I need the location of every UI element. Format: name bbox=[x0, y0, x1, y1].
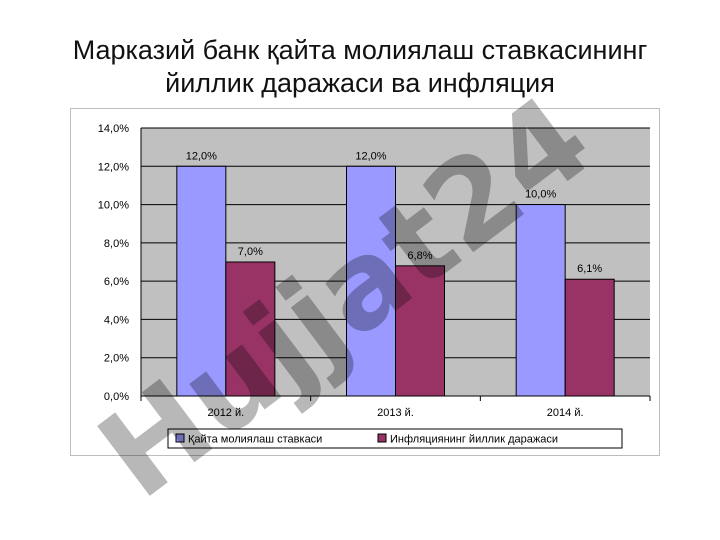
data-label: 6,8% bbox=[407, 250, 432, 262]
data-label: 12,0% bbox=[355, 150, 386, 162]
bar bbox=[176, 165, 227, 397]
legend-box bbox=[167, 428, 623, 449]
title-line-1: Марказий банк қайта молиялаш ставкасинин… bbox=[72, 35, 648, 65]
bar bbox=[395, 265, 445, 397]
y-tick-label: 6,0% bbox=[104, 276, 129, 288]
bar bbox=[346, 165, 396, 397]
y-tick-label: 12,0% bbox=[98, 161, 129, 173]
legend-label: Қайта молиялаш ставкаси bbox=[188, 434, 322, 446]
x-tick-label: 2014 й. bbox=[547, 407, 584, 419]
legend-swatch bbox=[175, 433, 185, 443]
x-tick-label: 2012 й. bbox=[207, 407, 244, 419]
data-label: 10,0% bbox=[525, 189, 556, 201]
y-tick-label: 14,0% bbox=[98, 123, 129, 135]
data-label: 6,1% bbox=[577, 263, 602, 275]
bar bbox=[225, 261, 276, 397]
legend-label: Инфляциянинг йиллик даражаси bbox=[390, 434, 558, 446]
legend-swatch bbox=[377, 433, 387, 443]
bar bbox=[564, 278, 615, 397]
chart-frame: 0,0% 2,0% 4,0% 6,0% 8,0% 10,0% 12,0% 14,0% 12,0%… bbox=[70, 108, 660, 456]
data-label: 7,0% bbox=[238, 246, 263, 258]
bar bbox=[515, 204, 566, 397]
y-tick-label: 8,0% bbox=[104, 238, 129, 250]
data-label: 12,0% bbox=[186, 150, 217, 162]
y-tick-label: 0,0% bbox=[104, 391, 129, 403]
bar-chart: 0,0% 2,0% 4,0% 6,0% 8,0% 10,0% 12,0% 14,0% 12,0%… bbox=[98, 123, 651, 449]
slide-title: Марказий банк қайта молиялаш ставкасинин… bbox=[40, 34, 680, 100]
x-tick-label: 2013 й. bbox=[377, 407, 414, 419]
title-line-2: йиллик даражаси ва инфляция bbox=[165, 68, 555, 98]
y-tick-label: 4,0% bbox=[104, 314, 129, 326]
y-tick-label: 10,0% bbox=[98, 200, 129, 212]
y-tick-label: 2,0% bbox=[104, 353, 129, 365]
